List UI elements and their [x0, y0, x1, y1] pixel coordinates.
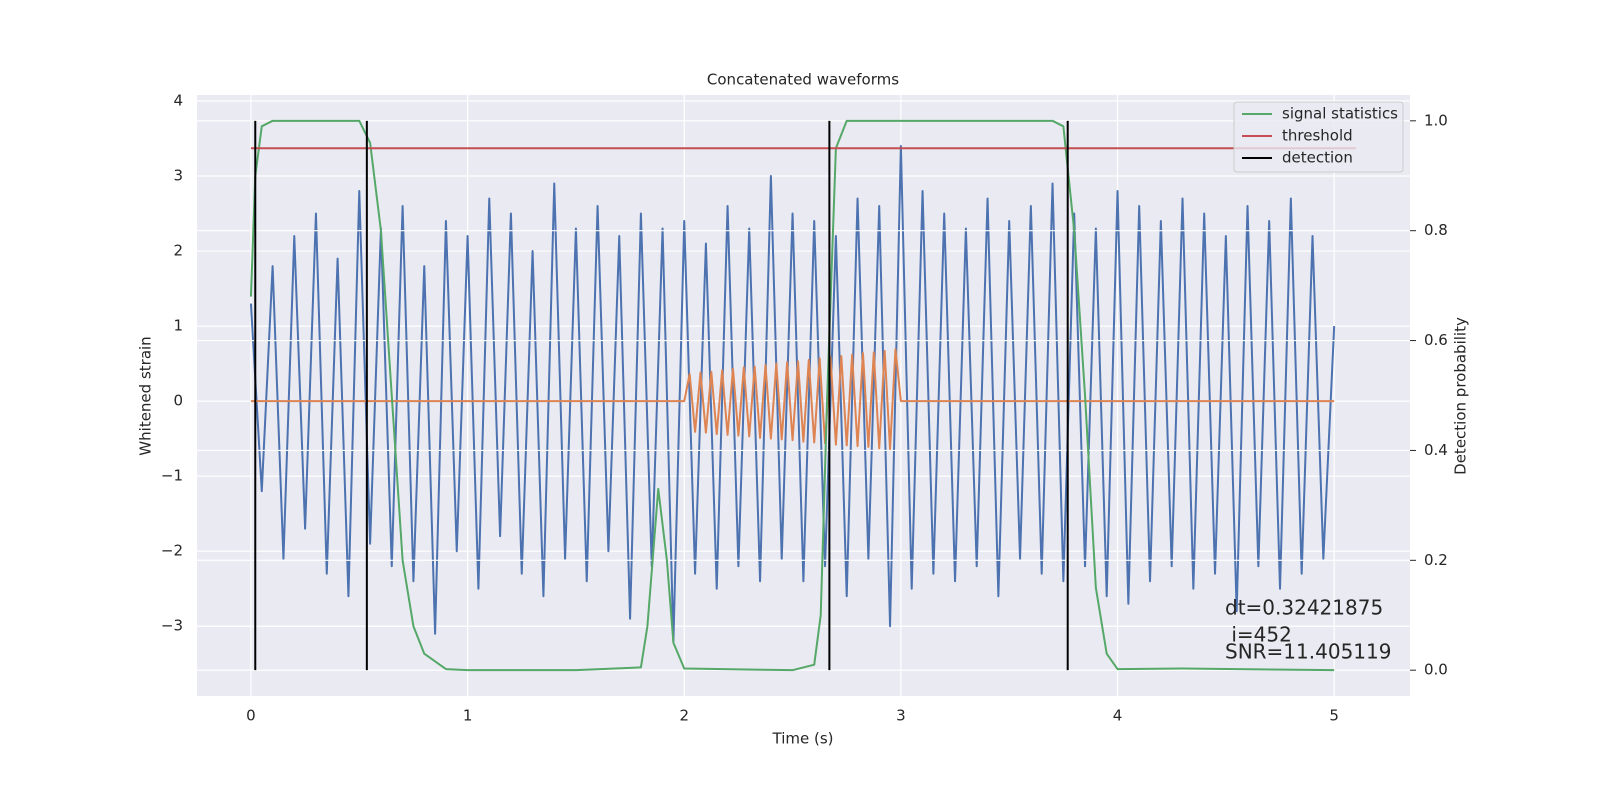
legend-label: signal statistics — [1282, 105, 1398, 123]
grid-y2 — [197, 120, 1410, 671]
y-tick-label: 2 — [173, 242, 183, 260]
x-tick-label: 3 — [896, 707, 906, 725]
x-tick-label: 4 — [1113, 707, 1123, 725]
legend-box — [1233, 101, 1404, 173]
y-tick-label: −3 — [161, 617, 183, 635]
legend: signal statistics threshold detection — [1233, 101, 1404, 173]
y2-tick-label: 0.6 — [1424, 331, 1448, 349]
y2-tick-label: 0.2 — [1424, 551, 1448, 569]
chart-title: Concatenated waveforms — [707, 71, 899, 89]
x-axis-label: Time (s) — [772, 730, 834, 748]
legend-label: threshold — [1282, 127, 1353, 145]
annotation: SNR=11.405119 — [1225, 640, 1391, 664]
y2-axis-label: Detection probability — [1452, 317, 1470, 475]
plot-area — [197, 95, 1410, 696]
x-tick-label: 0 — [246, 707, 256, 725]
series-line — [249, 119, 1335, 672]
x-tick-label: 2 — [679, 707, 689, 725]
x-tick-label: 1 — [463, 707, 473, 725]
y-tick-label: 3 — [173, 167, 183, 185]
series-line — [250, 348, 1335, 451]
y-tick-label: −1 — [161, 467, 183, 485]
y2-tick-label: 0.0 — [1424, 661, 1448, 679]
series-line — [249, 145, 1336, 643]
y-tick-label: −2 — [161, 542, 183, 560]
marks-y2 — [249, 119, 1356, 672]
y-tick-label: 1 — [173, 317, 183, 335]
y-tick-label: 0 — [173, 392, 183, 410]
legend-label: detection — [1282, 149, 1353, 167]
y2-tick-label: 0.4 — [1424, 441, 1448, 459]
y-axis-label: Whitened strain — [137, 336, 155, 455]
annotation: dt=0.32421875 — [1225, 596, 1383, 620]
annotation: i=452 — [1225, 623, 1292, 647]
marks — [249, 145, 1336, 643]
y-tick-label: 4 — [173, 92, 183, 110]
y2-tick-label: 1.0 — [1424, 111, 1448, 129]
x-tick-label: 5 — [1329, 707, 1339, 725]
y2-tick-label: 0.8 — [1424, 221, 1448, 239]
